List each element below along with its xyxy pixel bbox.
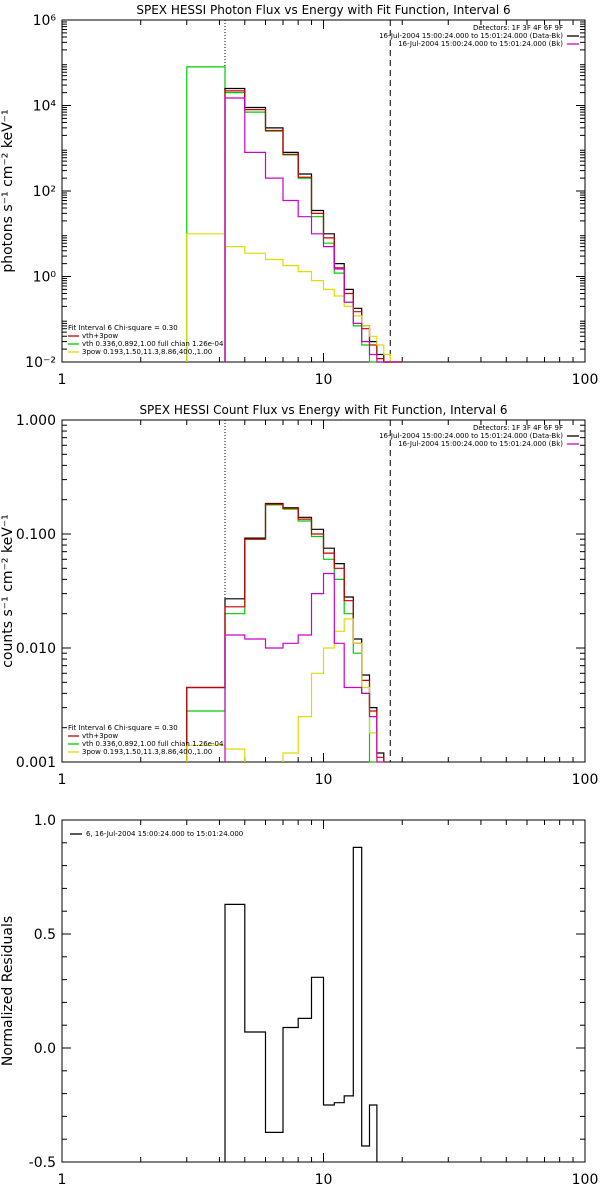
x-tick-label: 1: [58, 772, 67, 788]
series-total-line: [186, 502, 385, 762]
series-background-line: [224, 572, 384, 763]
series-thermal-line: [186, 66, 403, 363]
series-total-line: [224, 87, 403, 363]
legend-text: 6, 16-Jul-2004 15:00:24.000 to 15:01:24.…: [86, 830, 243, 838]
legend-top-text: Detectors: 1F 3F 4F 6F 9F: [473, 424, 563, 432]
legend-top-text: 16-Jul-2004 15:00:24.000 to 15:01:24.000…: [379, 432, 563, 440]
y-tick-label: 10⁴: [33, 99, 57, 115]
y-axis-label: photons s⁻¹ cm⁻² keV⁻¹: [0, 109, 16, 272]
x-tick-label: 1: [58, 372, 67, 388]
series-thermal-line: [186, 504, 377, 763]
x-tick-label: 1: [58, 1172, 67, 1188]
legend-bottom-text: 3pow 0.193,1.50,11.3,8.86,400.,1.00: [82, 748, 212, 756]
y-tick-label: 10⁶: [33, 13, 57, 29]
y-tick-label: 0.5: [34, 927, 56, 943]
y-tick-label: 1.000: [16, 413, 56, 429]
y-tick-label: 1.0: [34, 813, 56, 829]
photon-flux-chart: SPEX HESSI Photon Flux vs Energy with Fi…: [0, 3, 598, 388]
legend-top-text: Detectors: 1F 3F 4F 6F 9F: [473, 24, 563, 32]
x-tick-label: 100: [572, 372, 599, 388]
x-tick-label: 10: [315, 372, 333, 388]
x-tick-label: 10: [315, 1172, 333, 1188]
series-sum-line: [186, 503, 385, 762]
legend-bottom-text: vth+3pow: [82, 332, 118, 340]
y-tick-label: 10²: [33, 184, 56, 200]
legend-bottom-text: Fit Interval 6 Chi-square = 0.30: [68, 724, 178, 732]
legend-top-text: 16-Jul-2004 15:00:24.000 to 15:01:24.000…: [379, 32, 563, 40]
legend-top-text: 16-Jul-2004 15:00:24.000 to 15:01:24.000…: [398, 440, 563, 448]
y-axis-label: counts s⁻¹ cm⁻² keV⁻¹: [0, 514, 16, 668]
y-tick-label: 10⁻²: [25, 355, 56, 371]
y-tick-label: 0.001: [16, 755, 56, 771]
x-tick-label: 100: [572, 772, 599, 788]
chart-title: SPEX HESSI Count Flux vs Energy with Fit…: [139, 403, 507, 417]
legend-bottom-text: vth+3pow: [82, 732, 118, 740]
x-tick-label: 100: [572, 1172, 599, 1188]
series-background-line: [224, 97, 403, 363]
y-tick-label: 0.010: [16, 641, 56, 657]
plot-frame: [61, 19, 586, 363]
chart-title: SPEX HESSI Photon Flux vs Energy with Fi…: [136, 3, 510, 17]
y-axis-label: Normalized Residuals: [0, 916, 16, 1066]
residuals-chart: Normalized Residuals 1 10 100 -0.5 0.0 0.5 1.0 6…: [0, 813, 598, 1188]
legend-top-text: 16-Jul-2004 15:00:24.000 to 15:01:24.000…: [398, 40, 563, 48]
series-powerlaw-line: [186, 233, 403, 363]
legend-bottom-text: 3pow 0.193,1.50,11.3,8.86,400.,1.00: [82, 348, 212, 356]
legend-bottom-text: Fit Interval 6 Chi-square = 0.30: [68, 324, 178, 332]
legend-bottom-text: vth 0.336,0.892,1.00 full chian 1.26e-04: [82, 740, 224, 748]
x-tick-label: 10: [315, 772, 333, 788]
series-sum-line: [224, 90, 403, 363]
y-tick-label: 0.0: [34, 1041, 56, 1057]
y-tick-label: -0.5: [29, 1155, 56, 1171]
series-residual-line: [224, 846, 378, 1162]
y-tick-label: 10⁰: [33, 270, 57, 286]
y-tick-label: 0.100: [16, 527, 56, 543]
count-flux-chart: SPEX HESSI Count Flux vs Energy with Fit…: [0, 403, 598, 788]
legend-bottom-text: vth 0.336,0.892,1.00 full chian 1.26e-04: [82, 340, 224, 348]
